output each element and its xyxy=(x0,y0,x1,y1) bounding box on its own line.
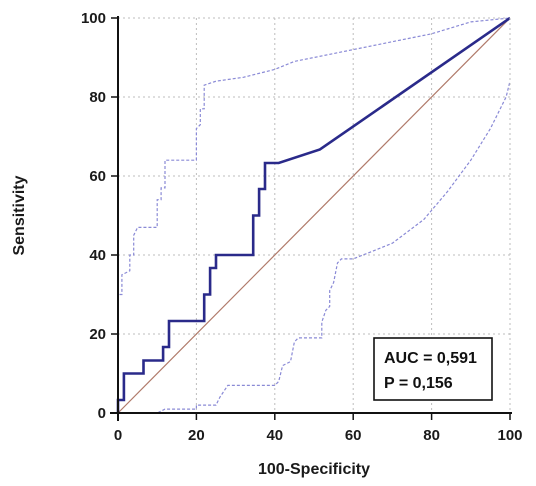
x-tick-label-1: 20 xyxy=(188,427,205,444)
x-tick-label-0: 0 xyxy=(114,427,122,444)
ci-upper-curve xyxy=(117,17,511,413)
axes xyxy=(110,16,512,421)
ci-lower-curve xyxy=(118,81,511,414)
x-tick-label-2: 40 xyxy=(266,427,283,444)
x-tick-label-3: 60 xyxy=(345,427,362,444)
y-tick-label-0: 0 xyxy=(98,405,106,422)
y-tick-label-5: 100 xyxy=(81,10,106,27)
y-tick-label-3: 60 xyxy=(89,168,106,185)
auc-value: AUC = 0,591 xyxy=(384,350,477,367)
x-tick-label-5: 100 xyxy=(497,427,522,444)
diagonal-curve xyxy=(117,17,511,414)
y-tick-label-2: 40 xyxy=(89,247,106,264)
roc-curve xyxy=(116,16,511,413)
auc-annotation-box: AUC = 0,591 P = 0,156 xyxy=(373,337,493,401)
p-value: P = 0,156 xyxy=(384,375,453,392)
x-tick-label-4: 80 xyxy=(423,427,440,444)
tick-labels: 0 20 40 60 80 100 0 20 40 60 80 100 xyxy=(81,10,523,444)
x-axis-label: 100-Specificity xyxy=(258,461,370,478)
series-layer xyxy=(116,16,511,414)
y-tick-label-1: 20 xyxy=(89,326,106,343)
y-tick-label-4: 80 xyxy=(89,89,106,106)
annotation-frame xyxy=(373,337,493,401)
y-axis-label: Sensitivity xyxy=(11,175,28,255)
